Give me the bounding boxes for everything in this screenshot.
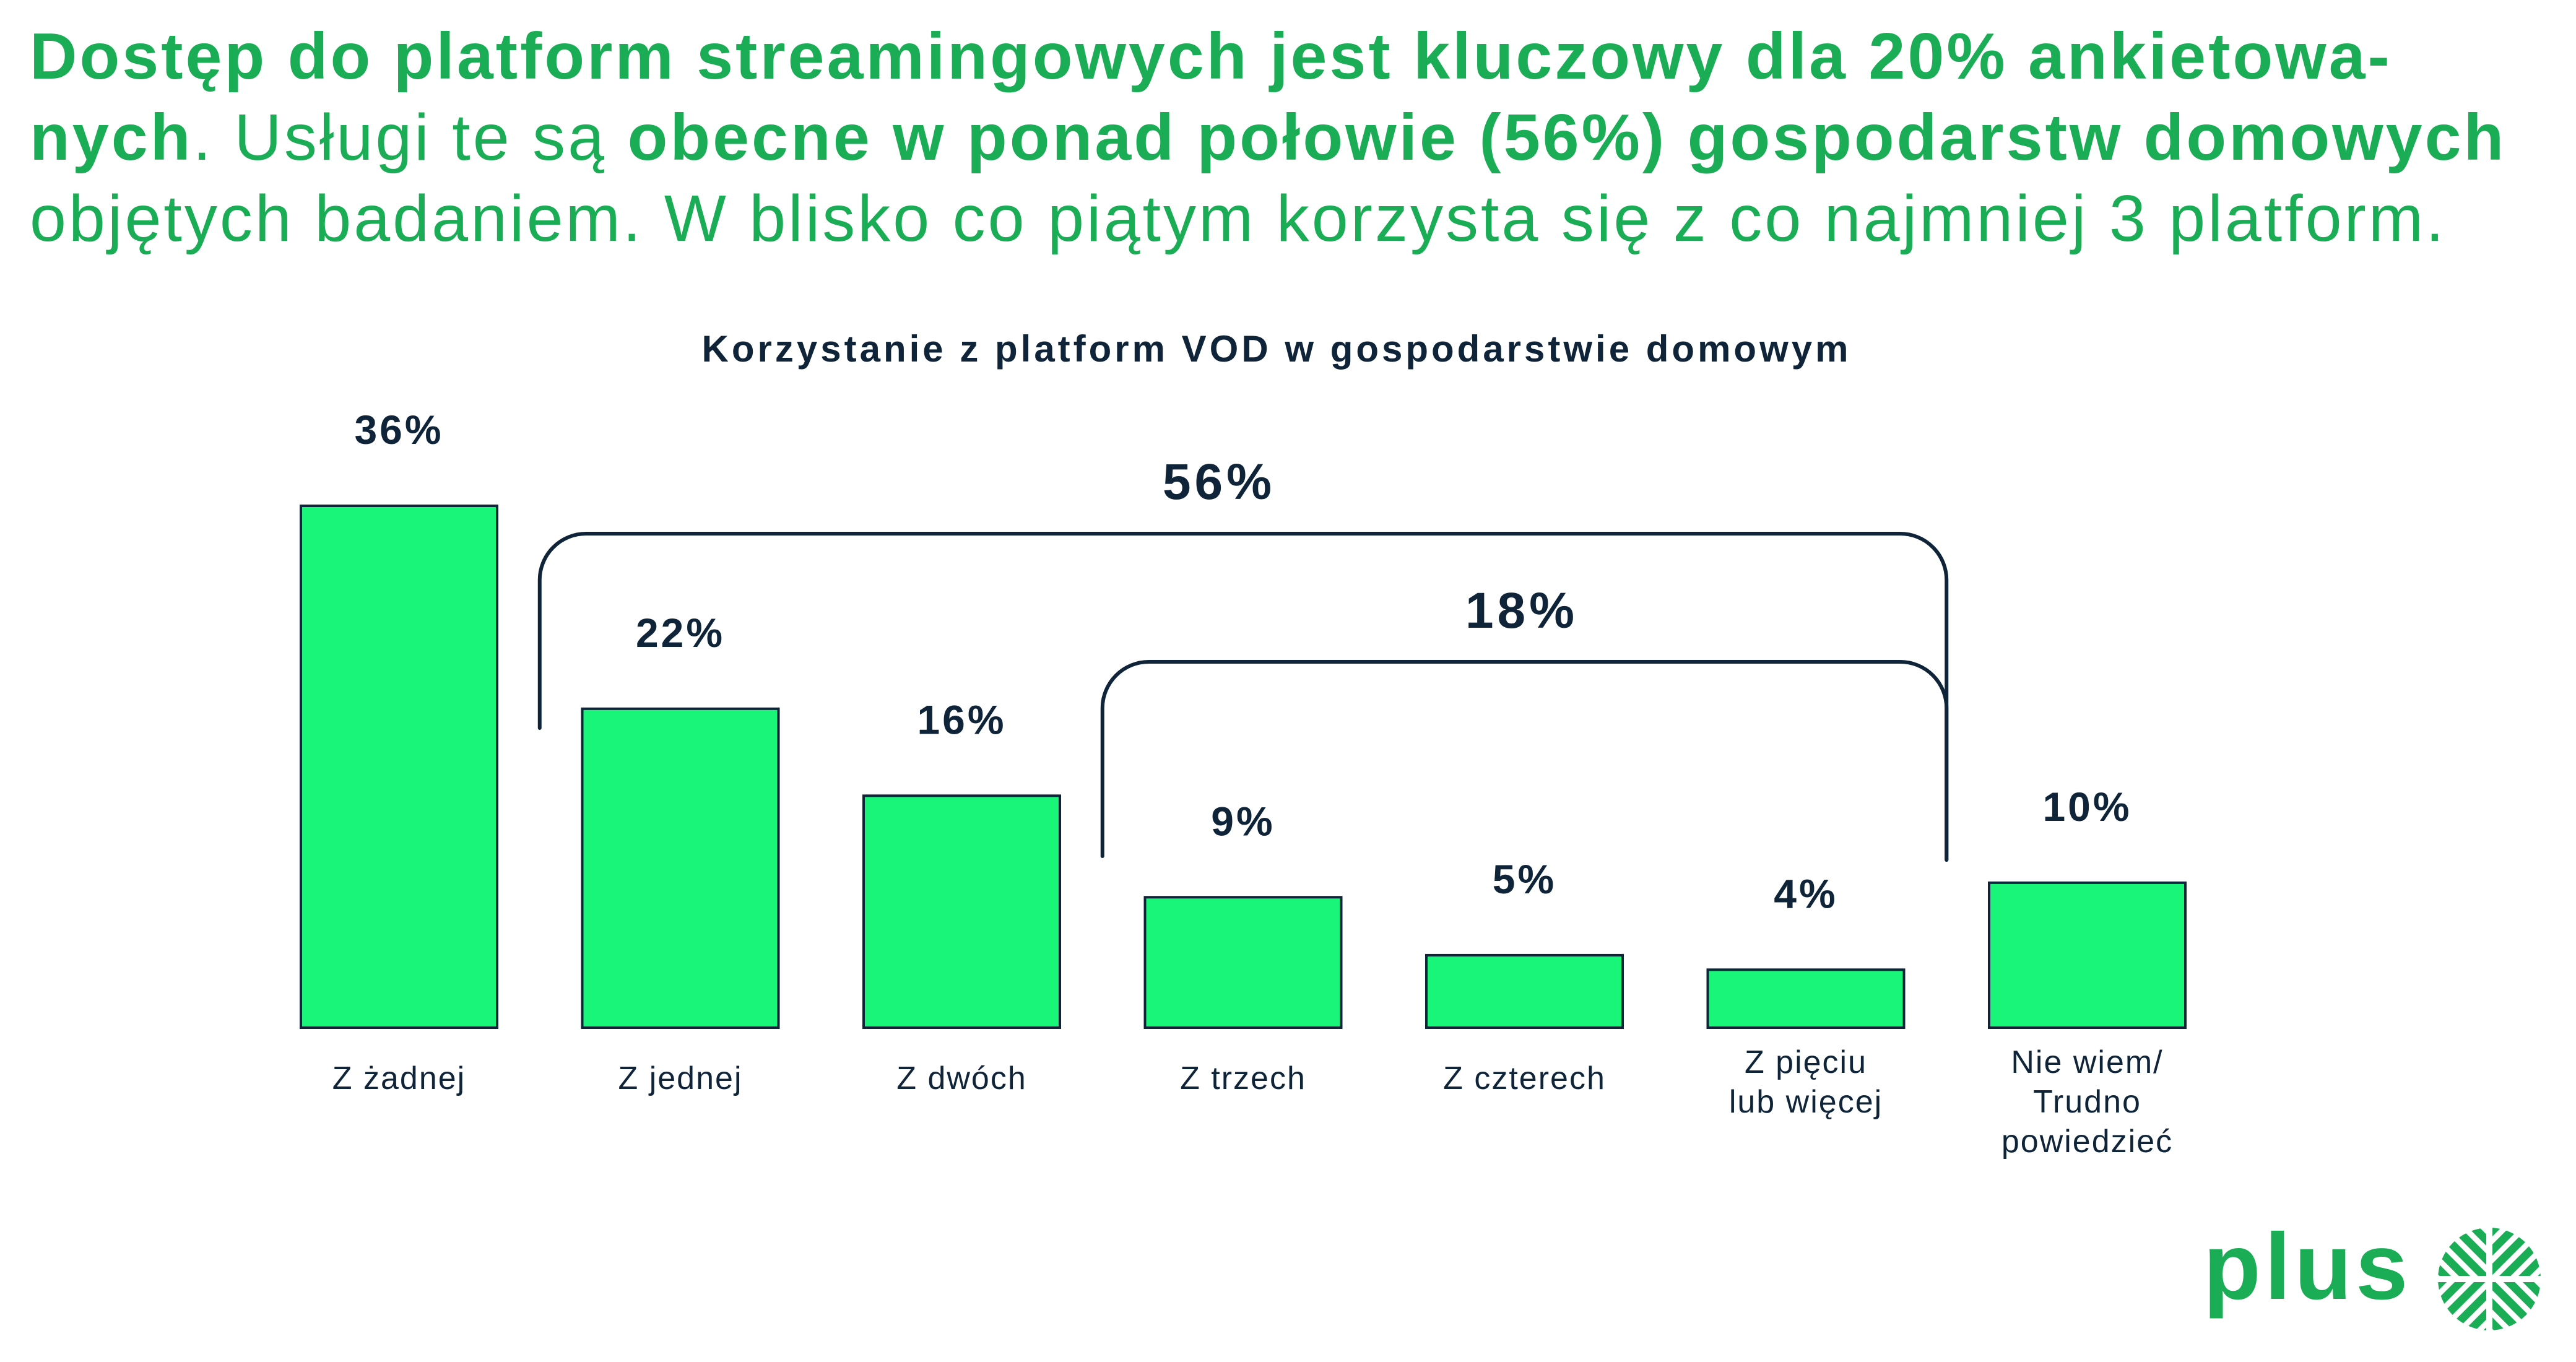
category-label: Z żadnej bbox=[263, 1059, 536, 1098]
category-label: Z dwóch bbox=[826, 1059, 1098, 1098]
category-label: Z jednej bbox=[544, 1059, 817, 1098]
bar bbox=[1145, 897, 1342, 1028]
value-label: 9% bbox=[1211, 798, 1275, 844]
value-label: 5% bbox=[1493, 856, 1556, 902]
bar-series bbox=[301, 506, 2185, 1028]
bar bbox=[1708, 969, 1904, 1028]
logo-icon-quadrant bbox=[2438, 1228, 2486, 1276]
plus-logo: plus bbox=[2203, 1214, 2541, 1330]
infographic-page: Dostęp do platform streamingowych jest k… bbox=[0, 0, 2576, 1362]
category-label: Z trzech bbox=[1107, 1059, 1379, 1098]
logo-icon-quadrant bbox=[2438, 1282, 2486, 1330]
bar bbox=[301, 506, 497, 1028]
category-label: Z czterech bbox=[1389, 1059, 1661, 1098]
category-label: Nie wiem/ Trudno powiedzieć bbox=[1951, 1043, 2224, 1161]
value-label: 36% bbox=[354, 407, 443, 453]
chart-title: Korzystanie z platform VOD w gospodarstw… bbox=[702, 328, 1852, 370]
value-label: 4% bbox=[1774, 870, 1837, 916]
logo-icon-quadrant bbox=[2492, 1282, 2541, 1330]
bar bbox=[864, 796, 1060, 1028]
bar bbox=[1989, 883, 2185, 1028]
logo-wordmark: plus bbox=[2203, 1214, 2411, 1319]
value-label: 16% bbox=[917, 696, 1006, 742]
bar bbox=[1426, 955, 1623, 1028]
bracket-label: 18% bbox=[1465, 583, 1578, 639]
value-label: 22% bbox=[636, 610, 725, 656]
bracket-label: 56% bbox=[1163, 454, 1275, 510]
plus-logo-icon bbox=[2438, 1228, 2541, 1330]
value-label: 10% bbox=[2042, 784, 2131, 830]
bar bbox=[583, 709, 779, 1028]
category-label: Z pięciu lub więcej bbox=[1670, 1043, 1942, 1122]
logo-icon-quadrant bbox=[2492, 1228, 2541, 1276]
